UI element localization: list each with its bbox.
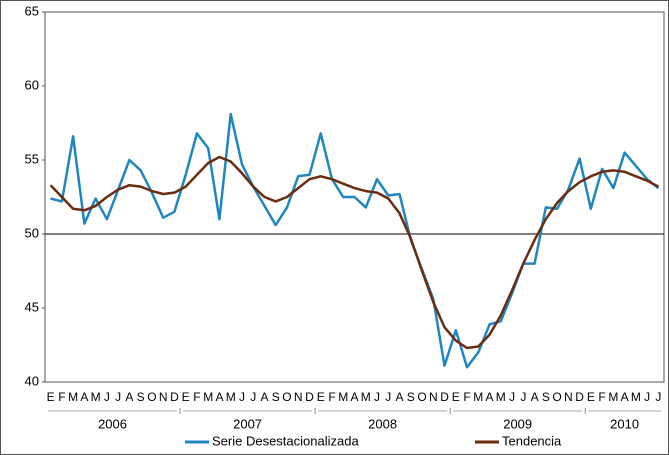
x-tick-label: A: [486, 390, 494, 404]
x-tick-label: J: [374, 390, 380, 404]
x-tick-label: E: [47, 390, 55, 404]
x-tick-label: F: [58, 390, 65, 404]
x-tick-label: J: [115, 390, 121, 404]
x-tick-label: M: [203, 390, 213, 404]
year-label: 2008: [368, 416, 397, 431]
x-tick-label: N: [159, 390, 168, 404]
x-tick-label: F: [193, 390, 200, 404]
legend-label: Serie Desestacionalizada: [212, 433, 359, 448]
x-tick-label: F: [328, 390, 335, 404]
y-tick-label: 40: [25, 373, 39, 388]
x-tick-label: A: [621, 390, 629, 404]
x-tick-label: A: [350, 390, 358, 404]
x-tick-label: M: [473, 390, 483, 404]
x-tick-label: D: [170, 390, 179, 404]
x-tick-label: A: [260, 390, 268, 404]
x-tick-label: M: [68, 390, 78, 404]
x-tick-label: M: [226, 390, 236, 404]
y-tick-label: 50: [25, 225, 39, 240]
x-tick-label: F: [463, 390, 470, 404]
x-tick-label: J: [385, 390, 391, 404]
x-tick-label: E: [587, 390, 595, 404]
x-tick-label: S: [272, 390, 280, 404]
year-label: 2006: [98, 416, 127, 431]
x-tick-label: O: [417, 390, 426, 404]
x-tick-label: J: [239, 390, 245, 404]
x-tick-label: D: [575, 390, 584, 404]
x-tick-label: S: [407, 390, 415, 404]
x-tick-label: N: [429, 390, 438, 404]
x-tick-label: A: [396, 390, 404, 404]
x-tick-label: O: [147, 390, 156, 404]
y-tick-label: 60: [25, 77, 39, 92]
x-tick-label: A: [125, 390, 133, 404]
x-tick-label: M: [361, 390, 371, 404]
series-line: [49, 155, 659, 350]
x-tick-label: S: [542, 390, 550, 404]
x-tick-label: N: [294, 390, 303, 404]
x-tick-label: O: [282, 390, 291, 404]
plot-area: [44, 11, 665, 383]
y-tick-label: 45: [25, 299, 39, 314]
x-tick-label: N: [564, 390, 573, 404]
x-tick-label: J: [644, 390, 650, 404]
x-tick-label: D: [305, 390, 314, 404]
year-label: 2009: [503, 416, 532, 431]
legend-label: Tendencia: [502, 433, 562, 448]
x-tick-label: D: [440, 390, 449, 404]
x-tick-label: M: [496, 390, 506, 404]
x-tick-label: A: [215, 390, 223, 404]
x-tick-label: M: [631, 390, 641, 404]
x-tick-label: J: [520, 390, 526, 404]
x-tick-label: O: [552, 390, 561, 404]
x-tick-label: E: [182, 390, 190, 404]
x-tick-label: M: [338, 390, 348, 404]
x-tick-label: J: [104, 390, 110, 404]
year-label: 2010: [610, 416, 639, 431]
x-tick-label: F: [598, 390, 605, 404]
y-tick-label: 65: [25, 3, 39, 18]
x-tick-label: E: [317, 390, 325, 404]
x-tick-label: A: [531, 390, 539, 404]
x-tick-label: E: [452, 390, 460, 404]
x-tick-label: J: [655, 390, 661, 404]
year-label: 2007: [233, 416, 262, 431]
y-tick-label: 55: [25, 151, 39, 166]
series-line: [50, 112, 660, 369]
x-tick-label: A: [80, 390, 88, 404]
x-tick-label: M: [608, 390, 618, 404]
x-tick-label: J: [509, 390, 515, 404]
x-tick-label: S: [137, 390, 145, 404]
x-tick-label: M: [91, 390, 101, 404]
x-tick-label: J: [250, 390, 256, 404]
